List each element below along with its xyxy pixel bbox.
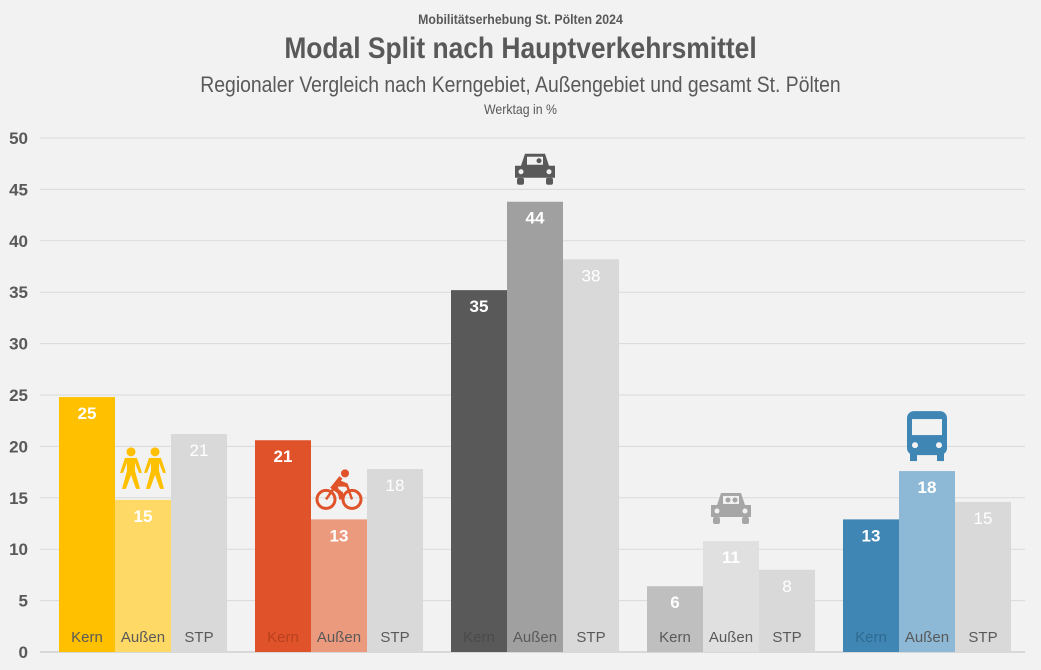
windshield (912, 419, 942, 436)
bicycle-icon (315, 469, 363, 510)
category-label: STP (576, 629, 605, 646)
wheel (910, 453, 917, 462)
y-tick-label: 5 (19, 592, 28, 611)
bar-außen (703, 540, 759, 652)
wheel (546, 177, 553, 185)
data-label: 15 (134, 507, 153, 526)
data-label: 13 (862, 526, 881, 545)
category-label: STP (968, 629, 997, 646)
data-label: 11 (722, 548, 740, 567)
body (144, 457, 166, 489)
wheel (517, 177, 524, 185)
y-tick-label: 15 (9, 489, 28, 508)
y-tick-label: 40 (9, 232, 28, 251)
data-label: 15 (974, 509, 993, 528)
bar-außen (311, 519, 367, 652)
y-tick-label: 0 (19, 643, 28, 662)
bar-stp (171, 434, 227, 652)
wheel (937, 453, 944, 462)
bar-kern (255, 440, 311, 652)
headlight (518, 169, 524, 175)
data-label: 13 (330, 526, 349, 545)
category-label: Kern (463, 629, 495, 646)
wheel (713, 516, 720, 524)
bus-icon (907, 411, 947, 462)
car-body (515, 153, 555, 178)
category-label: Kern (267, 629, 299, 646)
car-driver-icon (515, 153, 555, 185)
category-label: Außen (513, 629, 557, 646)
data-label: 18 (918, 478, 937, 497)
category-label: Kern (71, 629, 103, 646)
window (723, 495, 739, 504)
y-tick-label: 25 (9, 386, 28, 405)
window (527, 156, 543, 165)
bar-stp (955, 501, 1011, 652)
car-body (711, 492, 751, 517)
body (120, 457, 142, 489)
head (126, 447, 136, 457)
bar-stp (563, 259, 619, 652)
y-tick-label: 10 (9, 540, 28, 559)
y-tick-label: 35 (9, 283, 28, 302)
wheel (315, 488, 337, 510)
y-tick-label: 45 (9, 180, 28, 199)
bar-stp (367, 469, 423, 652)
bar-stp (759, 569, 815, 652)
data-label: 21 (274, 447, 293, 466)
y-tick-label: 20 (9, 437, 28, 456)
headlight (742, 508, 748, 514)
rider (330, 476, 348, 500)
data-label: 25 (78, 404, 97, 423)
category-label: Außen (905, 629, 949, 646)
bar-kern (59, 397, 115, 652)
headlight (936, 442, 942, 449)
y-tick-label: 30 (9, 335, 28, 354)
person (536, 158, 542, 164)
head (150, 447, 160, 457)
data-label: 18 (386, 476, 405, 495)
category-label: Kern (855, 629, 887, 646)
chart-title: Modal Split nach Hauptverkehrsmittel (284, 32, 757, 65)
wheel (742, 516, 749, 524)
category-label: Außen (317, 629, 361, 646)
category-label: Außen (121, 629, 165, 646)
data-label: 35 (470, 297, 489, 316)
category-label: Kern (659, 629, 691, 646)
person (725, 497, 731, 503)
headlight (714, 508, 720, 514)
category-label: STP (772, 629, 801, 646)
data-label: 21 (190, 441, 209, 460)
chart-supertitle: Mobilitätserhebung St. Pölten 2024 (418, 11, 623, 27)
category-label: STP (184, 629, 213, 646)
bar-außen (899, 471, 955, 652)
category-label: STP (380, 629, 409, 646)
bar-außen (115, 499, 171, 652)
y-tick-label: 50 (9, 129, 28, 148)
bar-außen (507, 201, 563, 652)
chart-unit: Werktag in % (483, 101, 558, 117)
bar-kern (451, 290, 507, 652)
pedestrians-icon (120, 447, 166, 489)
car-passenger-icon (711, 492, 751, 524)
data-label: 44 (526, 209, 545, 228)
data-label: 6 (670, 593, 679, 612)
category-label: Außen (709, 629, 753, 646)
person (732, 497, 738, 503)
head (341, 469, 349, 478)
data-label: 8 (782, 577, 791, 596)
chart-subtitle: Regionaler Vergleich nach Kerngebiet, Au… (200, 72, 841, 97)
data-label: 38 (582, 266, 601, 285)
headlight (546, 169, 552, 175)
bar-kern (647, 586, 703, 652)
headlight (912, 442, 918, 449)
bar-kern (843, 519, 899, 652)
